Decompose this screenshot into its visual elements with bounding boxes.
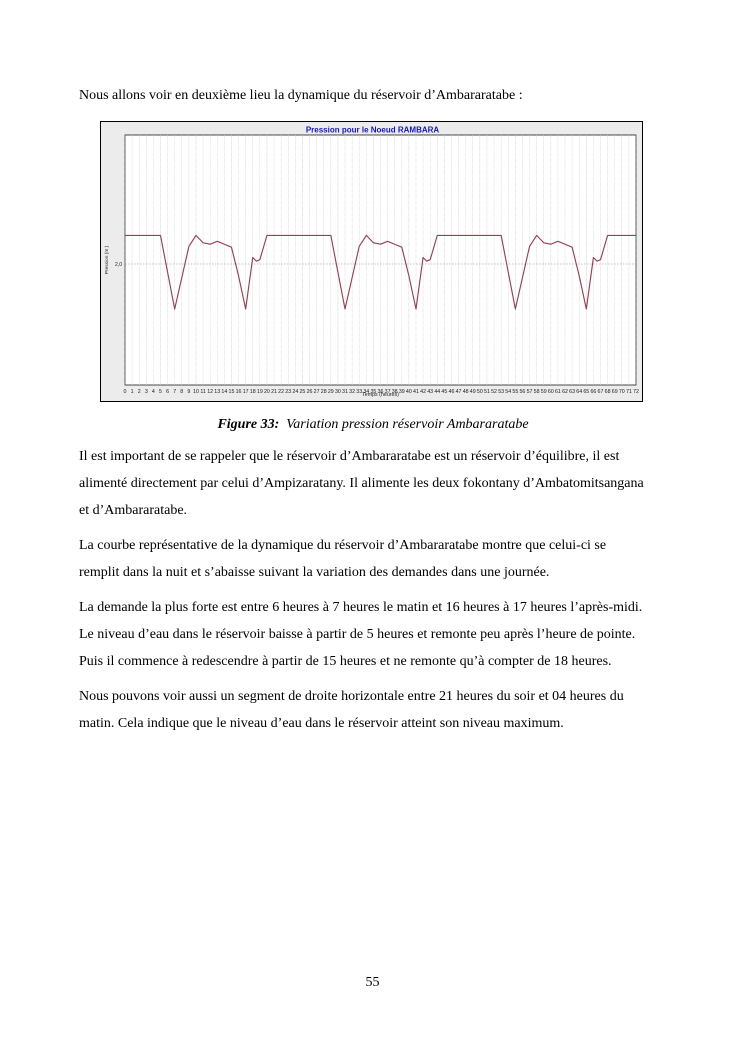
- svg-text:43: 43: [427, 389, 433, 395]
- svg-text:58: 58: [534, 389, 540, 395]
- svg-text:67: 67: [598, 389, 604, 395]
- svg-text:47: 47: [456, 389, 462, 395]
- svg-text:30: 30: [335, 389, 341, 395]
- svg-text:70: 70: [619, 389, 625, 395]
- svg-text:12: 12: [207, 389, 213, 395]
- svg-text:13: 13: [214, 389, 220, 395]
- svg-text:64: 64: [576, 389, 582, 395]
- svg-text:71: 71: [626, 389, 632, 395]
- svg-text:41: 41: [413, 389, 419, 395]
- svg-text:16: 16: [236, 389, 242, 395]
- svg-text:61: 61: [555, 389, 561, 395]
- svg-text:21: 21: [271, 389, 277, 395]
- svg-text:6: 6: [166, 389, 169, 395]
- svg-text:72: 72: [633, 389, 639, 395]
- svg-text:69: 69: [612, 389, 618, 395]
- svg-text:42: 42: [420, 389, 426, 395]
- svg-text:0: 0: [124, 389, 127, 395]
- svg-text:17: 17: [243, 389, 249, 395]
- svg-text:44: 44: [434, 389, 440, 395]
- svg-text:29: 29: [328, 389, 334, 395]
- svg-text:60: 60: [548, 389, 554, 395]
- svg-text:48: 48: [463, 389, 469, 395]
- svg-text:15: 15: [229, 389, 235, 395]
- svg-text:63: 63: [569, 389, 575, 395]
- svg-text:59: 59: [541, 389, 547, 395]
- svg-text:4: 4: [152, 389, 155, 395]
- svg-text:24: 24: [292, 389, 298, 395]
- svg-text:68: 68: [605, 389, 611, 395]
- svg-text:9: 9: [187, 389, 190, 395]
- svg-text:2,0: 2,0: [115, 262, 122, 268]
- svg-text:50: 50: [477, 389, 483, 395]
- svg-text:20: 20: [264, 389, 270, 395]
- svg-text:51: 51: [484, 389, 490, 395]
- svg-text:10: 10: [193, 389, 199, 395]
- svg-text:56: 56: [519, 389, 525, 395]
- svg-text:45: 45: [441, 389, 447, 395]
- svg-text:23: 23: [285, 389, 291, 395]
- svg-text:31: 31: [342, 389, 348, 395]
- svg-text:19: 19: [257, 389, 263, 395]
- svg-text:65: 65: [583, 389, 589, 395]
- svg-text:22: 22: [278, 389, 284, 395]
- svg-text:5: 5: [159, 389, 162, 395]
- svg-text:2: 2: [138, 389, 141, 395]
- svg-text:1: 1: [131, 389, 134, 395]
- svg-text:8: 8: [180, 389, 183, 395]
- svg-text:32: 32: [349, 389, 355, 395]
- svg-text:7: 7: [173, 389, 176, 395]
- svg-text:27: 27: [314, 389, 320, 395]
- svg-text:54: 54: [505, 389, 511, 395]
- svg-text:55: 55: [512, 389, 518, 395]
- svg-text:Pression (m ): Pression (m ): [104, 245, 110, 274]
- svg-text:62: 62: [562, 389, 568, 395]
- svg-text:40: 40: [406, 389, 412, 395]
- svg-text:18: 18: [250, 389, 256, 395]
- svg-text:Pression pour le Noeud RAMBARA: Pression pour le Noeud RAMBARA: [306, 126, 440, 135]
- svg-text:25: 25: [299, 389, 305, 395]
- svg-text:26: 26: [307, 389, 313, 395]
- svg-text:28: 28: [321, 389, 327, 395]
- svg-text:49: 49: [470, 389, 476, 395]
- svg-text:46: 46: [449, 389, 455, 395]
- svg-text:39: 39: [399, 389, 405, 395]
- svg-text:53: 53: [498, 389, 504, 395]
- svg-text:57: 57: [527, 389, 533, 395]
- svg-text:3: 3: [145, 389, 148, 395]
- svg-text:Temps (heures): Temps (heures): [362, 392, 399, 398]
- svg-text:11: 11: [200, 389, 206, 395]
- svg-text:52: 52: [491, 389, 497, 395]
- svg-text:66: 66: [590, 389, 596, 395]
- svg-text:14: 14: [221, 389, 227, 395]
